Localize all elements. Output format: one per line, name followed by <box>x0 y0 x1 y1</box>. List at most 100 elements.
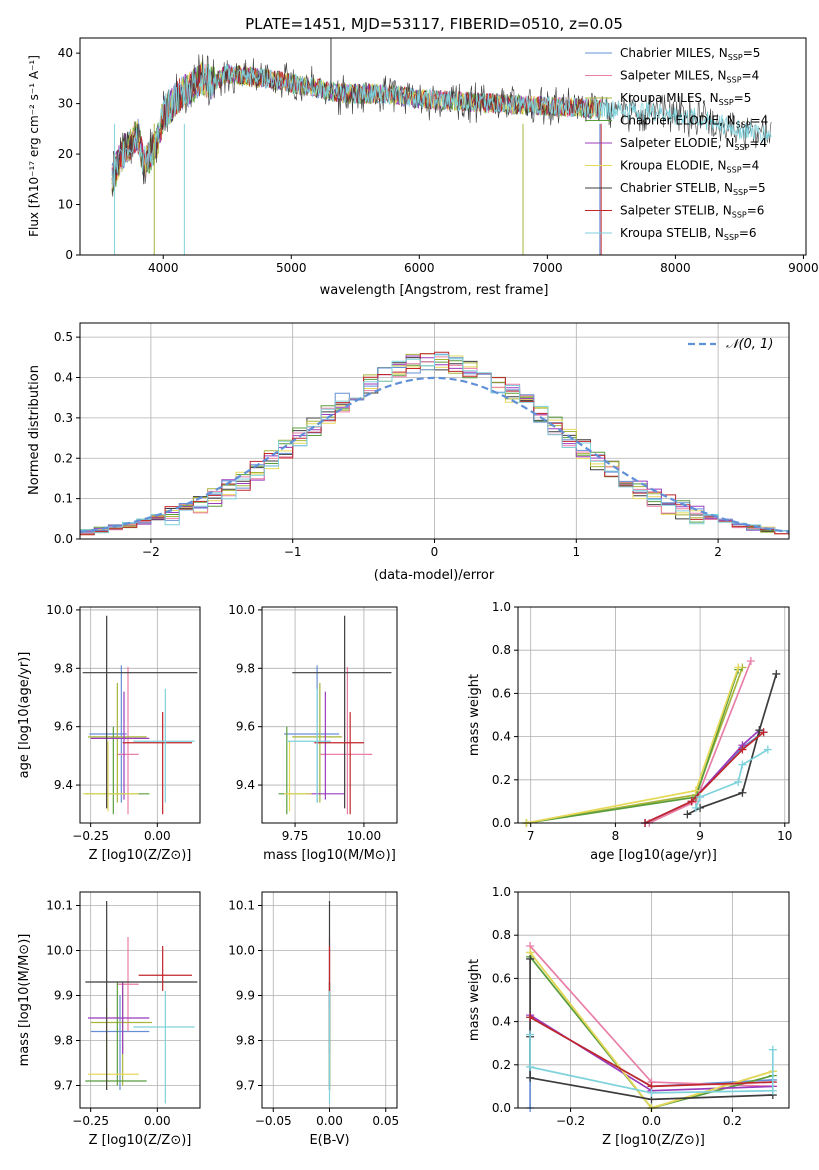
x-tick-label: −0.05 <box>255 1114 292 1128</box>
y-tick-label: 0.6 <box>492 971 511 985</box>
y-tick-label: 9.7 <box>54 1079 73 1093</box>
x-tick-label: −2 <box>142 545 160 559</box>
y-tick-label: 0.3 <box>54 411 73 425</box>
legend-entry: Kroupa MILES, NSSP=5 <box>620 91 751 107</box>
axes-frame <box>79 606 201 824</box>
y-tick-label: 9.6 <box>54 720 73 734</box>
x-axis-label: mass [log10(M/M⊙)] <box>263 848 396 863</box>
legend-value: =4 <box>742 69 760 83</box>
legend-entry: Salpeter MILES, NSSP=4 <box>620 69 759 85</box>
x-tick-label: −0.25 <box>72 829 109 843</box>
mass-weight-marker <box>746 657 755 665</box>
x-tick-label: 6000 <box>404 261 435 275</box>
x-tick-label: 7000 <box>532 261 563 275</box>
mass-weight-marker <box>734 663 743 672</box>
axes-frame <box>79 891 201 1109</box>
x-tick-label: 0.00 <box>144 1114 171 1128</box>
y-tick-label: 10.1 <box>46 899 73 913</box>
y-tick-label: 0.2 <box>492 773 511 787</box>
y-axis-label: age [log10(age/yr)] <box>17 652 32 779</box>
x-tick-label: 10.00 <box>347 829 381 843</box>
x-tick-label: 7 <box>527 829 535 843</box>
axes-frame <box>261 606 398 824</box>
y-tick-label: 9.9 <box>236 989 255 1003</box>
mass-weight-marker <box>772 669 781 678</box>
x-tick-label: 5000 <box>276 261 307 275</box>
legend-subscript: SSP <box>736 121 751 130</box>
legend-value: =6 <box>747 204 765 218</box>
mass-weight-marker <box>696 793 705 802</box>
legend-value: =6 <box>739 226 757 240</box>
axes-panel-6: −0.05 0.00 0.05 9.7 9.8 9.9 10.0 10.1 E(B-V) <box>228 891 399 1148</box>
y-tick-label: 0.2 <box>54 451 73 465</box>
mass-weight-marker <box>526 1013 535 1022</box>
legend-subscript: SSP <box>732 211 747 220</box>
legend-entry: Chabrier STELIB, NSSP=5 <box>620 181 766 197</box>
axes-panel-2: −0.25 0.00 9.4 9.6 9.8 10.0 Z [log10(Z/Z⊙)] age… <box>17 603 201 863</box>
y-tick-label: 0.0 <box>492 1101 511 1115</box>
y-tick-label: 0.4 <box>492 730 511 744</box>
y-axis-label: mass [log10(M/M⊙)] <box>17 934 32 1067</box>
spectrum-line <box>111 62 601 192</box>
mass-weight-marker <box>734 777 743 786</box>
axes-panel-3: 9.75 10.00 9.4 9.6 9.8 10.0 mass [log10(M/M⊙)] <box>228 603 398 863</box>
gaussian-reference-curve <box>79 376 790 533</box>
y-tick-label: 9.8 <box>54 1034 73 1048</box>
y-tick-label: 9.8 <box>236 661 255 675</box>
y-tick-label: 9.4 <box>236 778 255 792</box>
mass-weight-marker <box>526 1062 535 1071</box>
legend-subscript: SSP <box>727 76 742 85</box>
mass-weight-marker <box>647 1088 656 1097</box>
legend-subscript: SSP <box>727 166 742 175</box>
mass-weight-line <box>526 667 740 824</box>
x-tick-label: 0.05 <box>372 1114 399 1128</box>
x-axis-label: E(B-V) <box>309 1133 349 1148</box>
legend-subscript: SSP <box>733 188 748 197</box>
mass-weight-line <box>644 731 765 824</box>
legend-subscript: SSP <box>734 143 749 152</box>
y-tick-label: 20 <box>58 147 73 161</box>
x-axis-label: Z [log10(Z/Z⊙)] <box>89 848 192 863</box>
x-tick-label: 0.0 <box>642 1114 661 1128</box>
axes-panel-7: −0.2 0.0 0.2 0.0 0.2 0.4 0.6 0.8 1.0 Z [log10(Z/Z… <box>467 885 790 1148</box>
x-axis-label: age [log10(age/yr)] <box>590 848 717 863</box>
x-tick-label: −1 <box>284 545 302 559</box>
axes-frame <box>79 37 807 256</box>
axes-frame <box>517 891 790 1109</box>
mass-weight-marker <box>526 954 535 963</box>
x-tick-label: 8000 <box>660 261 691 275</box>
y-tick-label: 10 <box>58 198 73 212</box>
y-tick-label: 9.6 <box>236 720 255 734</box>
y-axis-label: mass weight <box>467 959 482 1041</box>
y-tick-label: 0.1 <box>54 492 73 506</box>
mass-weight-marker <box>526 1030 535 1039</box>
mass-weight-marker <box>768 1045 777 1054</box>
mass-weight-marker <box>768 1086 777 1095</box>
y-tick-label: 0.0 <box>54 532 73 546</box>
legend-entry: Salpeter ELODIE, NSSP=4 <box>620 136 767 152</box>
mass-weight-marker <box>763 745 772 754</box>
mass-weight-line <box>526 669 740 824</box>
y-tick-label: 1.0 <box>492 885 511 899</box>
x-tick-label: 4000 <box>148 261 179 275</box>
y-tick-label: 0.4 <box>54 371 73 385</box>
hist-xlabel: (data-model)/error <box>374 568 495 583</box>
y-tick-label: 0.2 <box>492 1058 511 1072</box>
y-tick-label: 0.8 <box>492 643 511 657</box>
x-tick-label: 9000 <box>788 261 819 275</box>
legend-entry: Chabrier ELODIE, NSSP=4 <box>620 114 768 130</box>
histogram-series <box>80 354 789 537</box>
x-tick-label: −0.25 <box>72 1114 109 1128</box>
x-axis-label: Z [log10(Z/Z⊙)] <box>89 1133 192 1148</box>
legend-entry: Kroupa STELIB, NSSP=6 <box>620 226 757 242</box>
legend-subscript: SSP <box>719 98 734 107</box>
x-tick-label: −0.2 <box>556 1114 585 1128</box>
mass-weight-marker <box>526 1073 535 1082</box>
y-axis-label: mass weight <box>467 674 482 756</box>
y-tick-label: 10.0 <box>228 944 255 958</box>
y-tick-label: 30 <box>58 97 73 111</box>
legend-entry: Salpeter STELIB, NSSP=6 <box>620 204 764 220</box>
y-tick-label: 10.0 <box>228 603 255 617</box>
y-tick-label: 10.0 <box>46 603 73 617</box>
